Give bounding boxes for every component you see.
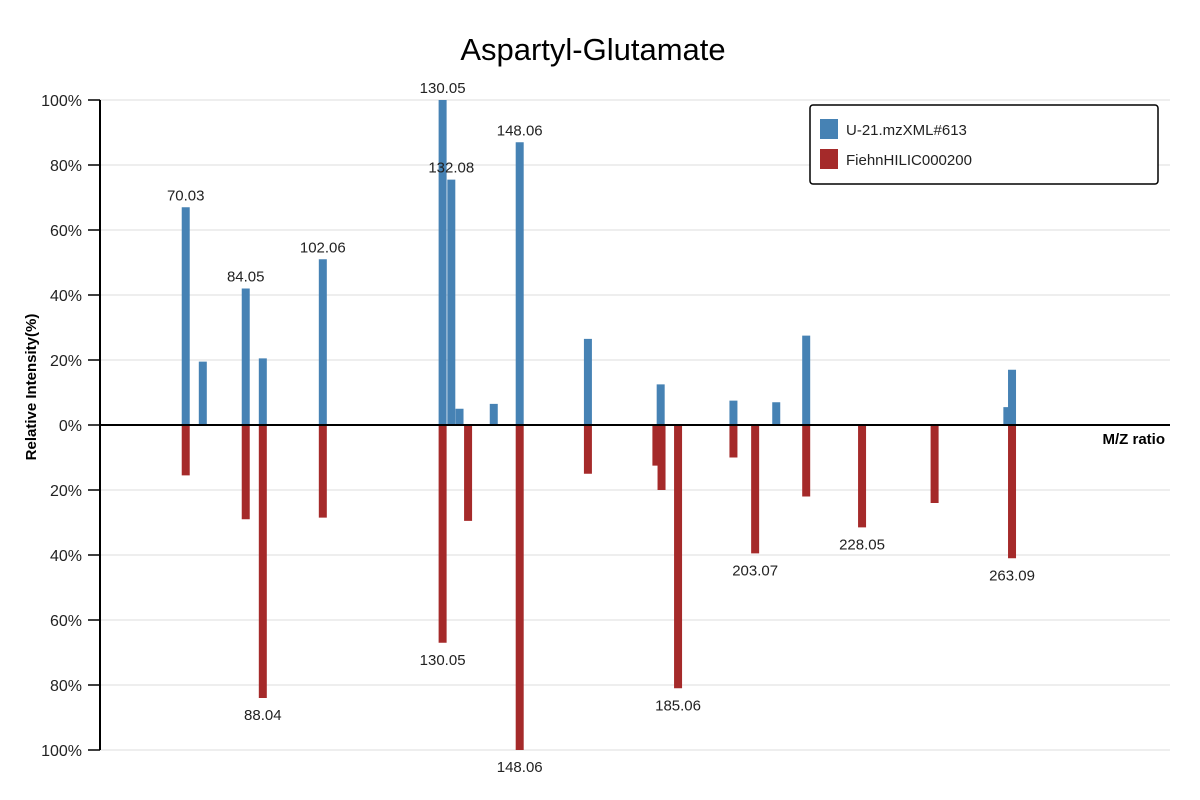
experimental-peak-bar xyxy=(1003,407,1012,425)
experimental-peak-label: 84.05 xyxy=(227,269,265,286)
reference-peak-label: 263.09 xyxy=(989,567,1035,584)
reference-peak-bar xyxy=(657,425,666,490)
experimental-peak-bar xyxy=(438,100,447,425)
reference-peak-bar xyxy=(802,425,811,497)
y-tick-label: 0% xyxy=(59,418,82,435)
x-axis-label: M/Z ratio xyxy=(1103,431,1166,448)
reference-peak-label: 228.05 xyxy=(839,536,885,553)
experimental-peak-label: 70.03 xyxy=(167,187,205,204)
legend-label-reference: FiehnHILIC000200 xyxy=(846,152,972,169)
y-tick-label: 100% xyxy=(41,743,82,760)
y-tick-label: 20% xyxy=(50,483,82,500)
experimental-peak-bar xyxy=(1008,369,1017,425)
reference-peak-bar xyxy=(181,425,190,476)
experimental-peak-bar xyxy=(241,288,250,425)
y-axis-label: Relative Intensity(%) xyxy=(23,314,40,461)
reference-peak-label: 88.04 xyxy=(244,707,282,724)
y-tick-label: 100% xyxy=(41,93,82,110)
reference-peak-bar xyxy=(751,425,760,554)
experimental-peak-label: 132.08 xyxy=(428,160,474,177)
y-tick-label: 40% xyxy=(50,288,82,305)
experimental-peak-bar xyxy=(802,335,811,425)
spectrum-bars xyxy=(181,100,1017,750)
reference-peak-label: 148.06 xyxy=(497,759,543,776)
y-tick-label: 60% xyxy=(50,223,82,240)
experimental-peak-bar xyxy=(583,338,592,425)
experimental-peak-bar xyxy=(455,408,464,425)
reference-peak-bar xyxy=(515,425,524,750)
chart-title: Aspartyl-Glutamate xyxy=(460,32,725,67)
reference-peak-bar xyxy=(438,425,447,643)
legend-label-experimental: U-21.mzXML#613 xyxy=(846,122,967,139)
experimental-peak-bar xyxy=(489,403,498,425)
reference-peak-bar xyxy=(583,425,592,474)
reference-peak-bar xyxy=(729,425,738,458)
reference-peak-bar xyxy=(258,425,267,698)
experimental-peak-bar xyxy=(318,259,327,425)
reference-peak-bar xyxy=(652,425,661,466)
reference-peak-bar xyxy=(674,425,683,689)
legend-box xyxy=(809,104,1159,185)
y-ticks: 100% 80% 60% 40% 20% 0% 20% 40% 60% 80% 100% xyxy=(41,93,100,760)
reference-peak-bar xyxy=(464,425,473,521)
reference-peak-bar xyxy=(318,425,327,518)
legend-swatch-experimental xyxy=(820,119,838,139)
experimental-peak-bar xyxy=(656,384,665,425)
experimental-peak-bar xyxy=(181,207,190,425)
experimental-peak-bar xyxy=(198,361,207,425)
y-tick-label: 80% xyxy=(50,678,82,695)
y-tick-label: 20% xyxy=(50,353,82,370)
reference-peak-label: 185.06 xyxy=(655,697,701,714)
reference-peak-label: 130.05 xyxy=(420,652,466,669)
peak-labels: 70.03 84.05 102.06 130.05 132.08 148.06 88.04 1… xyxy=(167,80,1035,776)
experimental-peak-label: 148.06 xyxy=(497,122,543,139)
reference-peak-label: 203.07 xyxy=(732,562,778,579)
experimental-peak-bar xyxy=(258,358,267,425)
reference-peak-bar xyxy=(930,425,939,503)
legend: U-21.mzXML#613 FiehnHILIC000200 xyxy=(809,104,1159,185)
experimental-peak-bar xyxy=(729,400,738,425)
experimental-peak-bar xyxy=(447,179,456,425)
experimental-peak-label: 102.06 xyxy=(300,239,346,256)
y-tick-label: 60% xyxy=(50,613,82,630)
experimental-peak-bar xyxy=(772,402,781,425)
experimental-peak-label: 130.05 xyxy=(420,80,466,97)
reference-peak-bar xyxy=(1008,425,1017,559)
legend-swatch-reference xyxy=(820,149,838,169)
y-tick-label: 80% xyxy=(50,158,82,175)
grid-lines xyxy=(100,99,1170,751)
experimental-peak-bar xyxy=(515,142,524,425)
reference-peak-bar xyxy=(241,425,250,520)
y-tick-label: 40% xyxy=(50,548,82,565)
reference-peak-bar xyxy=(858,425,867,528)
